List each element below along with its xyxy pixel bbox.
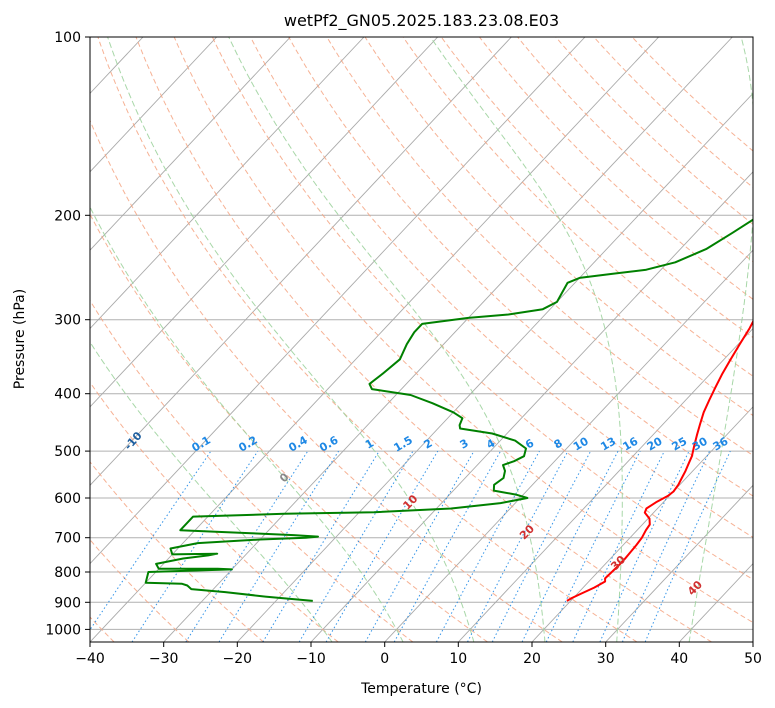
mixing-ratio-line	[185, 450, 309, 642]
isotherm-line	[90, 37, 439, 408]
dry-adiabat-line	[288, 37, 753, 497]
dry-adiabat-line	[135, 37, 712, 642]
mixing-ratio-line	[644, 450, 731, 642]
y-tick-label: 1000	[45, 622, 81, 638]
x-tick-label: 0	[380, 651, 389, 667]
isotherm-line	[605, 484, 753, 642]
mixing-ratio-line	[521, 450, 619, 642]
y-tick-label: 600	[54, 491, 81, 507]
moist-adiabat-line	[90, 205, 404, 642]
dry-adiabat-line	[326, 37, 753, 456]
y-tick-label: 300	[54, 313, 81, 329]
mixing-ratio-line	[218, 450, 340, 642]
dry-adiabat-label: -10	[122, 429, 145, 453]
y-tick-label: 400	[54, 387, 81, 403]
moist-adiabat-label: 40	[685, 578, 705, 598]
temperature-line	[566, 319, 753, 602]
isotherm-line	[678, 562, 753, 642]
dry-adiabat-line	[97, 37, 638, 642]
moist-adiabats	[90, 37, 753, 642]
isotherm-line	[90, 37, 365, 330]
isotherm-line	[90, 37, 512, 486]
x-axis-label: Temperature (°C)	[360, 681, 482, 697]
dry-adiabat-line	[517, 37, 753, 263]
x-tick-label: −20	[223, 651, 253, 667]
moist-adiabat-line	[228, 37, 546, 642]
mixing-ratio-line	[572, 450, 665, 642]
isotherm-line	[457, 327, 753, 642]
y-tick-label: 500	[54, 444, 81, 460]
x-tick-label: −40	[75, 651, 105, 667]
line-labels: 0.1 0.2 0.4 0.6 1 1.5 2 3 4 6 8 10 13 16 20 25 30 36-1001…	[122, 429, 731, 598]
mixing-ratio-line	[545, 450, 641, 642]
mixing-ratio-label: 2	[421, 437, 434, 452]
mixing-ratio-line	[90, 450, 212, 631]
dry-adiabat-line	[593, 37, 753, 189]
isotherm-line	[384, 249, 753, 642]
mixing-ratio-line	[599, 450, 690, 642]
x-tick-label: 10	[449, 651, 467, 667]
moist-adiabat-line	[688, 37, 753, 642]
dry-adiabat-line	[364, 37, 753, 417]
mixing-ratio-line	[131, 450, 259, 642]
dry-adiabat-line	[211, 37, 753, 581]
y-axis-ticks: 100 200 300 400 500 600 700 800 900 1000	[45, 30, 90, 638]
isotherm-line	[90, 37, 291, 251]
dry-adiabat-line	[90, 461, 264, 642]
dewpoint-line	[144, 218, 753, 602]
moist-adiabat-line	[107, 37, 475, 642]
x-axis-ticks: −40 −30 −20 −10 0 10 20 30 40 50	[75, 642, 762, 667]
mixing-ratio-line	[491, 450, 592, 642]
x-tick-label: −10	[296, 651, 326, 667]
mixing-ratio-line	[467, 450, 569, 642]
y-tick-label: 700	[54, 531, 81, 547]
dry-adiabat-line	[90, 539, 190, 642]
mixing-ratio-line	[435, 450, 540, 642]
mixing-ratio-line	[325, 450, 439, 642]
isotherm-line	[236, 92, 753, 642]
isotherm-line	[163, 37, 733, 642]
isotherm-line	[0, 37, 69, 642]
dry-adiabat-line	[631, 37, 753, 152]
moist-adiabat-label: 20	[517, 522, 537, 542]
x-tick-label: 40	[670, 651, 688, 667]
dry-adiabat-line	[479, 37, 753, 300]
isotherm-line	[90, 37, 660, 642]
dry-adiabats	[90, 37, 753, 642]
dry-adiabat-line	[90, 119, 563, 642]
y-tick-label: 100	[54, 30, 81, 46]
mixing-ratio-line	[364, 450, 475, 642]
mixing-ratio-label: 3	[458, 437, 471, 452]
dry-adiabat-line	[90, 299, 414, 642]
isotherm-line	[752, 641, 753, 642]
dry-adiabat-line	[440, 37, 753, 339]
x-tick-label: −30	[149, 651, 179, 667]
moist-adiabat-line	[430, 37, 623, 642]
grid-layer	[0, 37, 753, 642]
y-axis-label: Pressure (hPa)	[12, 289, 28, 389]
y-tick-label: 900	[54, 595, 81, 611]
isotherm-line	[531, 406, 753, 642]
dry-adiabat-line	[90, 213, 488, 642]
moist-adiabat-label: 30	[608, 553, 628, 573]
x-tick-label: 50	[744, 651, 762, 667]
y-tick-label: 800	[54, 565, 81, 581]
chart-title: wetPf2_GN05.2025.183.23.08.E03	[284, 11, 559, 31]
mixing-ratio-label: 1	[363, 437, 376, 452]
series-layer	[144, 218, 753, 602]
moist-adiabat-line	[90, 341, 333, 642]
x-tick-label: 20	[523, 651, 541, 667]
dry-adiabat-line	[402, 37, 753, 377]
y-tick-label: 200	[54, 208, 81, 224]
dry-adiabat-line	[173, 37, 753, 624]
isotherm-line	[90, 37, 586, 565]
plot-frame	[89, 36, 754, 643]
mixing-ratio-line	[393, 450, 502, 642]
x-tick-label: 30	[597, 651, 615, 667]
isotherm-line	[90, 37, 218, 173]
dry-adiabat-line	[250, 37, 753, 538]
